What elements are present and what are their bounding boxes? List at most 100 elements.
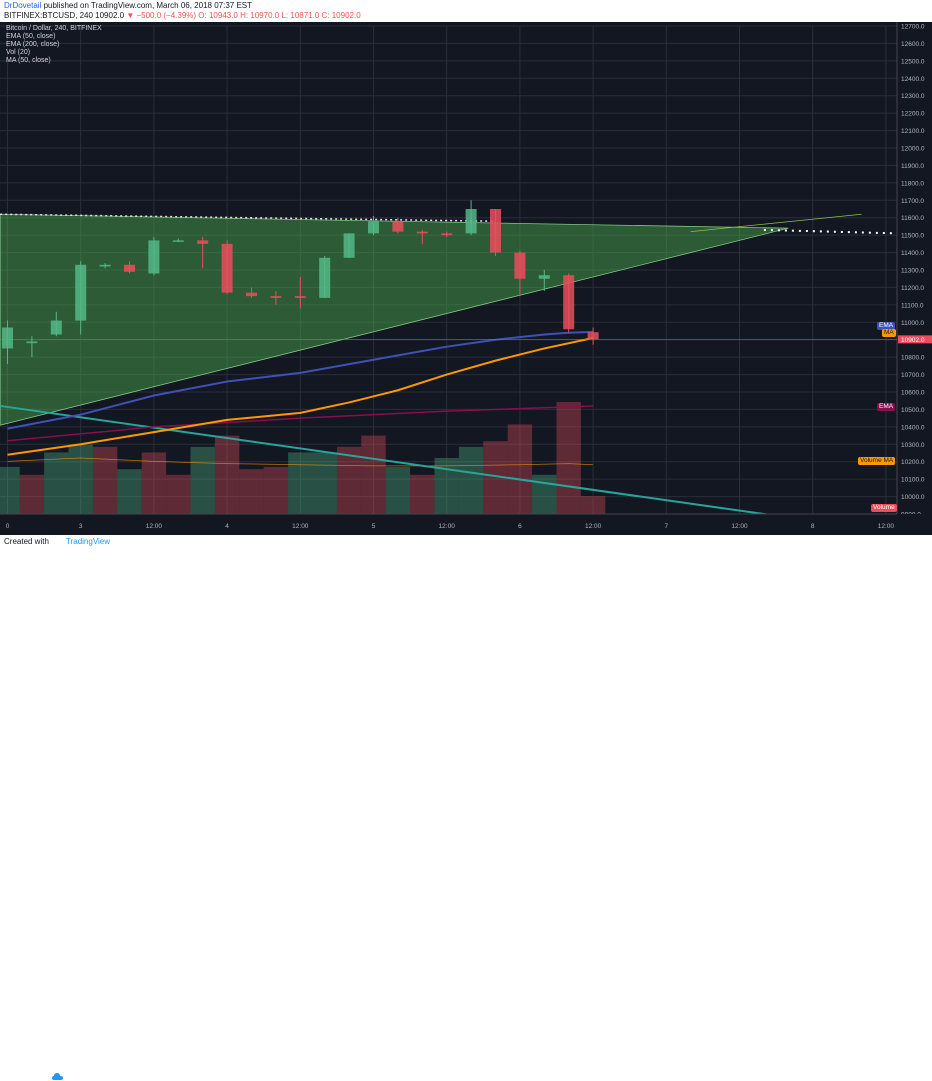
volume-bar: [92, 446, 118, 514]
time-tick-label: 8: [811, 523, 815, 530]
price-tick-label: 11700.0: [901, 198, 924, 205]
descending-trendline: [0, 404, 789, 519]
time-tick-label: 4: [225, 523, 229, 530]
ema200-line: [7, 405, 594, 442]
tradingview-link[interactable]: TradingView: [66, 537, 111, 546]
candle: [148, 236, 160, 276]
symbol-label: BITFINEX:BTCUSD, 240: [4, 11, 93, 20]
candle: [563, 273, 575, 333]
candle-body: [416, 231, 428, 234]
volume-bar: [288, 452, 313, 514]
candle: [465, 200, 477, 236]
price-tick-label: 10000.0: [901, 494, 925, 501]
volume-bar: [214, 435, 240, 514]
candle: [319, 256, 331, 298]
candle-body: [124, 264, 135, 272]
candle-body: [343, 233, 355, 258]
time-tick-label: 12:00: [439, 523, 456, 530]
indicator-ema50: EMA (50, close): [6, 33, 56, 40]
volume-label: Volume: [871, 504, 897, 512]
candle-body: [392, 221, 404, 232]
candle: [246, 287, 257, 298]
indicator-volume: Vol (20): [6, 49, 31, 56]
volume-bar: [263, 466, 289, 514]
candle-body: [538, 275, 550, 279]
price-chart[interactable]: 9900.010000.010100.010200.010300.010400.…: [0, 22, 932, 535]
volume-bar: [117, 469, 142, 514]
time-tick-label: 5: [372, 523, 376, 530]
time-tick-label: 12:00: [292, 523, 309, 530]
price-tick-label: 10700.0: [901, 372, 925, 379]
candle-body: [2, 327, 13, 349]
candle-body: [563, 275, 575, 330]
price-tick-label: 10600.0: [901, 390, 925, 397]
candle: [392, 217, 404, 234]
volume-bar: [68, 444, 93, 514]
price-tick-label: 12500.0: [901, 58, 925, 65]
candle: [172, 238, 184, 243]
tradingview-cloud-icon: [52, 1073, 63, 1080]
candle: [270, 290, 282, 305]
candle: [197, 236, 209, 269]
price-tick-label: 11600.0: [901, 215, 924, 222]
candle: [587, 327, 599, 345]
price-change: ▼ −500.0 (−4.39%): [126, 11, 197, 20]
candle: [75, 261, 87, 335]
candle-body: [368, 221, 379, 234]
candle: [343, 233, 355, 258]
author-link[interactable]: DrDovetail: [4, 1, 42, 10]
volume-bar: [361, 435, 386, 514]
candle-body: [441, 233, 453, 236]
price-tick-label: 12200.0: [901, 111, 925, 118]
candle-body: [587, 332, 599, 340]
publisher-line: DrDovetail published on TradingView.com,…: [4, 1, 252, 10]
time-axis-background: [0, 514, 932, 535]
resistance-projection-dotted: [763, 228, 899, 235]
volume-bar: [239, 469, 264, 514]
candle-body: [319, 257, 331, 298]
publish-header: DrDovetail published on TradingView.com,…: [0, 0, 932, 22]
candle-body: [294, 296, 306, 298]
candle: [50, 311, 62, 337]
volume-bar: [19, 474, 45, 514]
price-tick-label: 10200.0: [901, 459, 925, 466]
price-tick-label: 12700.0: [901, 24, 925, 31]
volume-bar: [312, 452, 337, 514]
ma50-price-label: MA: [882, 329, 896, 337]
price-tick-label: 11300.0: [901, 268, 924, 275]
indicator-title: Bitcoin / Dollar, 240, BITFINEX: [6, 25, 102, 32]
candle: [538, 270, 550, 291]
volume-bar: [336, 446, 362, 514]
volume-ma-line: [7, 457, 594, 467]
created-with-text: Created with: [4, 537, 49, 546]
symbol-ohlc-line: BITFINEX:BTCUSD, 240 10902.0 ▼ −500.0 (−…: [4, 11, 361, 20]
price-tick-label: 11400.0: [901, 250, 924, 257]
ema50-line: [7, 330, 594, 430]
time-tick-label: 6: [518, 523, 522, 530]
candle: [2, 320, 13, 365]
candle-body: [221, 243, 233, 293]
price-tick-label: 10400.0: [901, 424, 925, 431]
ema200-price-label: EMA: [877, 403, 896, 411]
candle-body: [172, 240, 184, 242]
indicator-ma50: MA (50, close): [6, 57, 51, 64]
price-tick-label: 11500.0: [901, 233, 924, 240]
price-tick-label: 11100.0: [901, 302, 924, 309]
last-price-badge: [898, 335, 932, 344]
time-tick-label: 12:00: [731, 523, 748, 530]
volume-bar: [166, 474, 191, 514]
volume-bar: [580, 496, 606, 514]
ema50-price-label: EMA: [877, 322, 896, 330]
volume-bar: [507, 424, 533, 514]
volume-ma-label: Volume MA: [858, 457, 896, 465]
candle-body: [75, 264, 87, 321]
indicator-ema200: EMA (200, close): [6, 41, 60, 48]
price-tick-label: 11000.0: [901, 320, 924, 327]
candle-body: [26, 341, 38, 344]
price-tick-label: 12600.0: [901, 41, 925, 48]
candle-body: [465, 209, 477, 234]
time-tick-label: 7: [664, 523, 668, 530]
price-tick-label: 12100.0: [901, 128, 925, 135]
volume-bar: [385, 466, 411, 514]
time-tick-label: 12:00: [146, 523, 163, 530]
